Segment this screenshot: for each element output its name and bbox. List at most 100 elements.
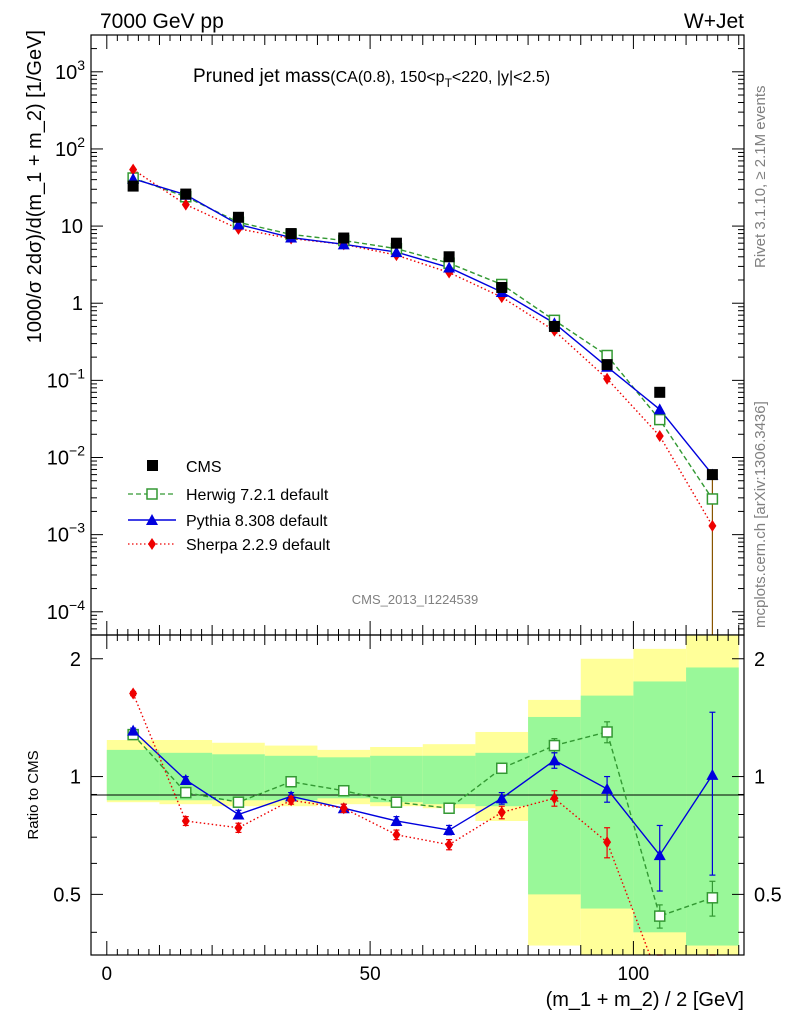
point-cms [654,386,666,398]
y-tick-label-main: 10−4 [47,597,85,624]
ratio-point-herwig [601,726,613,738]
y-tick-label-ratio: 0.5 [53,884,81,906]
plot-title: Pruned jet mass(CA(0.8), 150<pT<220, |y|… [193,66,550,90]
legend-marker-cms [147,460,158,471]
process-label: W+Jet [684,10,744,33]
ratio-frame [90,634,745,956]
band-inner-bin [633,681,687,933]
point-cms [127,180,139,192]
ratio-point-sherpa [287,794,296,807]
ratio-point-sherpa [550,792,559,805]
point-cms [338,232,350,244]
point-cms [390,237,402,249]
ratio-point-pythia [232,808,245,820]
y-tick-label-main: 10−1 [47,365,85,392]
ratio-line-herwig [132,731,713,918]
ratio-point-herwig [180,786,192,799]
x-axis-label: (m_1 + m_2) / 2 [GeV] [546,989,744,1011]
y-tick-label-ratio: 2 [70,649,81,671]
point-pythia [390,246,403,258]
ratio-point-pythia [390,814,403,826]
y-tick-label-main: 102 [55,134,85,161]
ratio-point-herwig [338,784,350,797]
ratio-point-sherpa [129,687,138,700]
y-tick-label-main: 10−2 [47,443,85,470]
ratio-point-sherpa [234,821,243,834]
point-cms [496,281,508,293]
y-tick-label-main: 103 [55,57,85,84]
point-sherpa [603,372,612,385]
point-pythia [653,403,666,415]
y-tick-label-main: 1 [72,293,83,315]
ratio-point-sherpa [497,806,506,819]
point-sherpa [708,519,717,532]
rivet-label: Rivet 3.1.10, ≥ 2.1M events [752,86,769,269]
ratio-point-herwig [706,892,719,904]
band-inner-bin [106,749,160,801]
ratio-point-pythia [548,754,561,766]
point-pythia [443,261,456,273]
point-herwig [653,413,666,426]
x-tick-label: 50 [360,964,381,985]
point-cms [232,211,244,223]
ratio-point-sherpa [339,802,348,815]
legend-item-pythia: Pythia 8.308 default [128,513,328,530]
ratio-point-pythia [179,773,192,785]
ratio-point-pythia [601,782,614,794]
y-tick-label-ratio: 1 [70,767,81,789]
ratio-point-pythia [443,824,456,836]
ratio-point-sherpa [603,836,612,849]
series-line-sherpa [132,169,714,527]
ratio-point-herwig [653,910,666,922]
legend-label-pythia: Pythia 8.308 default [186,513,328,530]
series-line-pythia [132,178,713,476]
legend-marker-sherpa [148,538,156,550]
ratio-point-herwig [548,739,561,752]
legend-item-cms: CMS [147,459,222,476]
ratio-y-axis-label: Ratio to CMS [25,750,42,839]
legend-item-sherpa: Sherpa 2.2.9 default [128,537,331,554]
ratio-point-sherpa [445,838,454,851]
ratio-point-herwig [285,775,297,788]
point-cms [285,228,297,240]
legend-marker-herwig [146,488,158,500]
point-cms [180,188,192,200]
band-inner-bin [422,755,476,805]
point-herwig [601,349,613,362]
ratio-point-pythia [653,849,666,861]
y-tick-label-main: 10−3 [47,520,85,547]
legend-item-herwig: Herwig 7.2.1 default [128,487,329,504]
point-sherpa [655,429,664,442]
ratio-line-sherpa [132,693,651,955]
ratio-point-herwig [390,796,403,808]
legend-marker-pythia [146,514,158,525]
series-line-herwig [132,177,713,500]
ratio-point-herwig [496,762,508,775]
analysis-id: CMS_2013_I1224539 [352,592,479,607]
ratio-point-herwig [232,796,245,808]
ratio-point-pythia [706,768,719,780]
point-cms [443,251,455,263]
x-tick-label: 0 [102,964,113,985]
legend-label-herwig: Herwig 7.2.1 default [186,487,329,504]
ratio-point-pythia [495,792,508,804]
ratio-point-herwig [443,802,455,814]
y-tick-label-ratio-right: 1 [754,767,765,789]
point-herwig [706,493,719,505]
ratio-point-sherpa [392,828,401,841]
ratio-line-pythia [132,730,713,857]
legend-label-sherpa: Sherpa 2.2.9 default [186,537,331,554]
y-tick-label-ratio-right: 2 [754,649,765,671]
point-sherpa [129,163,138,176]
point-pythia [337,238,350,250]
source-label: mcplots.cern.ch [arXiv:1306.3436] [752,401,769,628]
y-axis-label: 1000/σ 2dσ)/d(m_1 + m_2) [1/GeV] [24,30,46,343]
point-cms [706,469,718,481]
ratio-point-sherpa [181,814,190,827]
x-tick-label: 100 [618,964,650,985]
legend-label-cms: CMS [186,459,222,476]
band-inner-bin [370,755,423,803]
point-cms [601,359,613,371]
